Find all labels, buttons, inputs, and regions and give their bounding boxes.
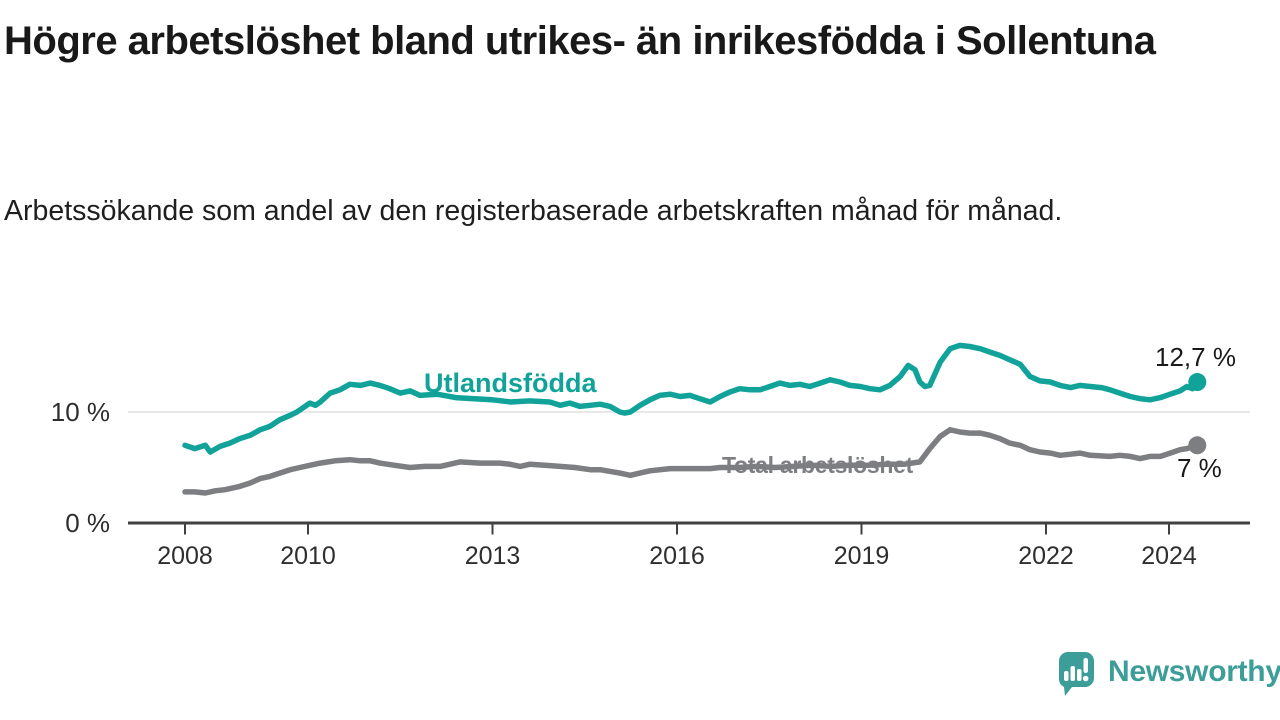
bar-tall bbox=[1070, 666, 1075, 681]
bar-medium bbox=[1077, 669, 1082, 681]
newsworthy-brand: Newsworthy bbox=[1056, 650, 1280, 700]
x-axis-label: 2013 bbox=[465, 542, 521, 570]
end-value-label-utlandsfodda: 12,7 % bbox=[1155, 342, 1236, 372]
end-value-label-total: 7 % bbox=[1177, 453, 1222, 483]
x-axis-label: 2024 bbox=[1141, 542, 1197, 570]
unemployment-line-chart: 10 % 0 % 2008 2010 2013 2016 2019 2022 2024 Utla… bbox=[51, 342, 1250, 570]
y-axis-label: 0 % bbox=[65, 508, 110, 538]
x-axis-label: 2022 bbox=[1018, 542, 1074, 570]
exclamation-dot bbox=[1082, 675, 1089, 682]
series-label-utlandsfodda: Utlandsfödda bbox=[424, 368, 597, 398]
bar-small bbox=[1064, 671, 1069, 681]
y-axis-label: 10 % bbox=[51, 397, 110, 427]
newsworthy-logo-icon bbox=[1059, 652, 1094, 696]
x-axis-label: 2010 bbox=[280, 542, 336, 570]
brand-name: Newsworthy bbox=[1108, 655, 1280, 688]
page-title: Högre arbetslöshet bland utrikes- än inr… bbox=[4, 19, 1156, 63]
series-label-total-arbetsloshet: Total arbetslöshet bbox=[722, 452, 914, 478]
x-axis-label: 2008 bbox=[157, 542, 213, 570]
x-axis-label: 2016 bbox=[649, 542, 705, 570]
end-point-dot bbox=[1188, 436, 1207, 455]
end-point-dot bbox=[1188, 373, 1207, 392]
axes-and-ticks: 10 % 0 % 2008 2010 2013 2016 2019 2022 2024 bbox=[51, 397, 1250, 570]
x-axis-label: 2019 bbox=[834, 542, 890, 570]
line-total-arbetsloshet bbox=[182, 427, 1201, 496]
exclamation-bar bbox=[1083, 658, 1088, 673]
page-subtitle: Arbetssökande som andel av den registerb… bbox=[4, 195, 1063, 227]
data-series-lines bbox=[182, 342, 1207, 496]
line-utlandsfodda bbox=[182, 342, 1201, 455]
